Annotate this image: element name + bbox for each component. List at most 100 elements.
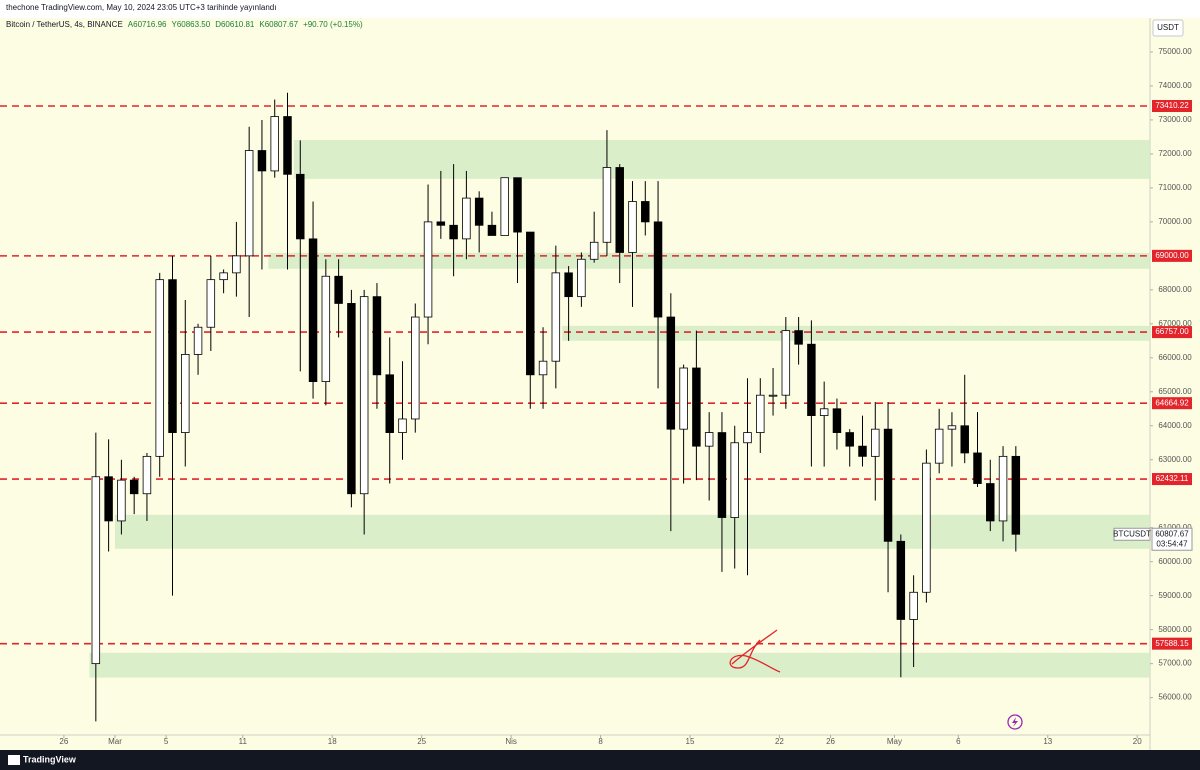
y-tick-label: 57000.00 (1158, 659, 1192, 668)
candle-body (922, 462, 931, 593)
x-tick-label: 26 (826, 737, 835, 746)
level-label: 69000.00 (1155, 251, 1189, 260)
candle-body (858, 445, 867, 457)
candle-body (628, 201, 637, 253)
support-zone (115, 514, 1150, 549)
candle-body (973, 452, 982, 484)
candle-body (641, 201, 650, 223)
level-label-box (1152, 397, 1192, 410)
candle-body (666, 316, 676, 430)
candle-body (142, 455, 152, 495)
level-label-box (1152, 473, 1192, 486)
y-tick-label: 58000.00 (1158, 625, 1192, 634)
candle-body (832, 408, 842, 433)
currency[interactable]: USDT (1157, 23, 1179, 32)
countdown-label: 03:54:47 (1156, 539, 1188, 548)
candle-body (998, 455, 1008, 522)
candle-body (717, 432, 727, 518)
candle-body (538, 360, 548, 376)
alert-bolt (1012, 717, 1018, 727)
candle-body (257, 150, 267, 172)
candle-body (564, 272, 573, 298)
candle-body (551, 272, 561, 362)
level-label: 64664.92 (1155, 398, 1189, 407)
candle-body (308, 238, 318, 382)
candle-body (117, 479, 126, 522)
candle-body (206, 279, 216, 328)
candle-body (1011, 455, 1021, 535)
legend-item: D60610.81 (215, 20, 255, 29)
y-tick-label: 66000.00 (1158, 353, 1192, 362)
level-label: 73410.22 (1155, 101, 1189, 110)
candle-body (883, 428, 893, 542)
y-tick-label: 63000.00 (1158, 455, 1192, 464)
candle-body (449, 224, 458, 240)
x-tick-label: 11 (239, 737, 248, 746)
signature (729, 629, 781, 673)
candle-body (155, 279, 164, 457)
candle-body (436, 221, 446, 226)
level-label-box (1152, 100, 1192, 113)
level-label-box (1152, 637, 1192, 650)
candle-body (743, 432, 752, 444)
y-tick-label: 74000.00 (1158, 81, 1192, 90)
symbol-label: BTCUSDT (1113, 529, 1151, 538)
legend-item: Y60863.50 (172, 20, 211, 29)
candle-body (181, 354, 190, 433)
support-zone (562, 325, 1150, 341)
currency-box[interactable] (1152, 19, 1184, 37)
candle-body (244, 150, 254, 257)
bottom-bar (0, 750, 1200, 770)
candle-body (372, 296, 382, 376)
x-tick-label: Mar (108, 737, 122, 746)
y-tick-label: 61000.00 (1158, 523, 1192, 532)
candle-body (474, 197, 484, 226)
support-zone (268, 252, 1150, 269)
candle-body (871, 428, 880, 457)
candle-body (679, 367, 688, 430)
alert-icon[interactable] (1007, 714, 1023, 730)
legend-item: K60807.67 (259, 20, 298, 29)
top-bar (0, 0, 1200, 18)
candle-body (487, 224, 497, 236)
x-tick-label: 15 (686, 737, 695, 746)
y-tick-label: 60000.00 (1158, 557, 1192, 566)
x-tick-label: 5 (164, 737, 169, 746)
candle-body (321, 275, 331, 382)
candle-body (577, 258, 586, 298)
y-tick-label: 67000.00 (1158, 319, 1192, 328)
candle-body (347, 303, 356, 495)
candle-body (704, 432, 714, 447)
candle-body (653, 221, 663, 318)
x-tick-label: 13 (1043, 737, 1052, 746)
candle-body (947, 425, 957, 430)
x-tick-label: 26 (59, 737, 68, 746)
x-tick-label: 6 (956, 737, 961, 746)
candle-body (589, 241, 599, 260)
candle-body (692, 367, 701, 447)
candle-body (411, 316, 420, 420)
candle-body (283, 116, 292, 175)
candle-body (462, 197, 471, 240)
candle-body (768, 394, 778, 397)
candle-body (91, 476, 101, 665)
brand: TradingView (23, 754, 77, 764)
candle-body (232, 255, 241, 274)
candle-body (500, 177, 509, 236)
legend-item: A60716.96 (128, 20, 167, 29)
brand-logo (8, 755, 20, 765)
y-tick-label: 73000.00 (1158, 115, 1192, 124)
candle-body (334, 275, 343, 304)
candle-body (819, 408, 829, 416)
x-tick-label: 25 (417, 737, 426, 746)
candle-body (615, 167, 624, 253)
x-tick-label: 22 (775, 737, 784, 746)
x-tick-label: May (887, 737, 902, 746)
y-tick-label: 71000.00 (1158, 183, 1192, 192)
level-label-box (1152, 326, 1192, 339)
candle-body (756, 394, 765, 433)
candle-body (934, 428, 944, 464)
symbol-box (1113, 527, 1151, 541)
plot-background (0, 18, 1200, 750)
candle-body (602, 167, 612, 243)
